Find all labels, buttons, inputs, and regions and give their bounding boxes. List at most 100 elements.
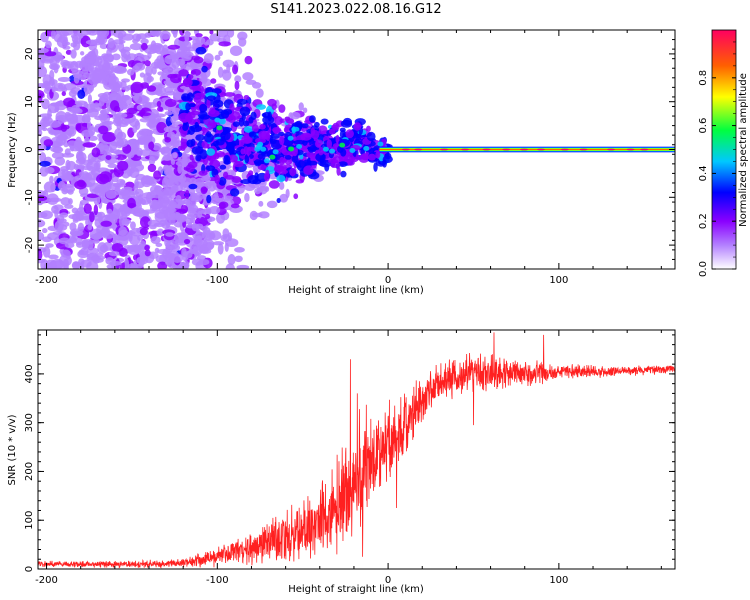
spectrogram-blob xyxy=(195,36,206,45)
spectrogram-blob xyxy=(112,183,127,188)
spectrogram-blob xyxy=(209,30,214,35)
spectrogram-blob xyxy=(114,112,128,119)
spectrogram-blobs xyxy=(38,30,675,269)
spectrogram-blob xyxy=(40,56,46,64)
spectrogram-blob xyxy=(223,171,229,179)
spectrogram-blob xyxy=(317,125,328,135)
spectrogram-blob xyxy=(134,181,145,189)
spectrogram-blob xyxy=(214,54,221,61)
spectrogram-blob xyxy=(149,151,159,162)
spectrogram-blob xyxy=(180,205,189,214)
spectrogram-blob xyxy=(111,53,121,61)
spectrogram-blob xyxy=(338,161,348,167)
spectrogram-blob xyxy=(129,118,140,128)
spectrogram-y-tick-label: 20 xyxy=(24,48,35,61)
spectrogram-blob xyxy=(60,59,70,67)
spectrogram-blob xyxy=(113,105,121,113)
spectrogram-blob xyxy=(340,170,347,178)
spectrogram-blob xyxy=(128,139,137,144)
spectrogram-blob xyxy=(279,156,285,166)
spectrogram-blob xyxy=(171,107,182,116)
spectrogram-blob xyxy=(144,47,157,55)
spectrogram-blob xyxy=(170,115,177,124)
spectrogram-blob xyxy=(366,131,376,142)
spectrogram-blob xyxy=(81,69,89,75)
spectrogram-blob xyxy=(302,107,308,114)
spectrogram-blob xyxy=(170,73,182,84)
spectrogram-blob xyxy=(248,170,254,176)
spectrogram-carrier-peak xyxy=(536,148,545,151)
spectrogram-blob xyxy=(230,203,240,209)
spectrogram-blob xyxy=(146,75,154,83)
spectrogram-blob xyxy=(150,236,161,245)
colorbar-gradient xyxy=(711,29,737,270)
spectrogram-blob xyxy=(68,198,73,205)
spectrogram-blob xyxy=(206,148,216,156)
spectrogram-blob xyxy=(156,228,165,236)
spectrogram-blob xyxy=(53,54,64,62)
spectrogram-blob xyxy=(130,163,145,172)
spectrogram-blob xyxy=(92,68,106,80)
spectrogram-blob xyxy=(127,202,137,208)
spectrogram-blob xyxy=(285,188,290,199)
spectrogram-blob xyxy=(134,94,148,105)
spectrogram-blob xyxy=(186,205,195,214)
spectrogram-blob xyxy=(129,234,141,246)
spectrogram-blob xyxy=(63,262,69,269)
spectrogram-blob xyxy=(237,31,248,41)
spectrogram-blob xyxy=(195,134,205,141)
spectrogram-blob xyxy=(86,108,99,118)
spectrogram-blob xyxy=(309,115,316,123)
spectrogram-blob xyxy=(38,89,45,99)
spectrogram-blob xyxy=(109,260,122,266)
spectrogram-blob xyxy=(231,176,242,183)
spectrogram-blob xyxy=(86,193,100,199)
spectrogram-blob xyxy=(268,180,280,189)
spectrogram-blob xyxy=(48,120,62,128)
spectrogram-blob xyxy=(85,58,96,64)
spectrogram-blob xyxy=(73,74,80,84)
spectrogram-blob xyxy=(82,113,91,124)
spectrogram-blob xyxy=(185,164,195,173)
spectrogram-blob xyxy=(218,202,226,210)
spectrogram-blob xyxy=(79,51,85,56)
spectrogram-blob xyxy=(208,206,221,215)
spectrogram-blob xyxy=(165,244,173,255)
spectrogram-blob xyxy=(82,142,97,148)
spectrogram-blob xyxy=(89,182,102,195)
spectrogram-blob xyxy=(239,106,251,117)
spectrogram-blob xyxy=(232,64,239,75)
spectrogram-blob xyxy=(87,224,93,231)
spectrogram-blob xyxy=(276,198,281,204)
snr-y-tick-label: 300 xyxy=(24,413,35,432)
spectrogram-blob xyxy=(91,147,101,158)
spectrogram-blob xyxy=(206,122,217,129)
spectrogram-blob xyxy=(182,124,189,131)
spectrogram-blob xyxy=(38,83,47,89)
spectrogram-blob xyxy=(44,51,57,57)
spectrogram-y-tick-label: -20 xyxy=(24,237,35,253)
spectrogram-blob xyxy=(355,133,362,138)
spectrogram-blob xyxy=(77,89,86,100)
colorbar: 0.0 0.2 0.4 0.6 0.8 Normalized spectral ampl… xyxy=(698,29,749,277)
spectrogram-blob xyxy=(177,145,183,151)
spectrogram-blob xyxy=(135,188,144,198)
spectrogram-blob xyxy=(200,186,208,195)
spectrogram-blob xyxy=(248,131,257,138)
spectrogram-blob xyxy=(89,233,103,240)
spectrogram-blob xyxy=(69,236,78,244)
spectrogram-blob xyxy=(117,41,125,53)
spectrogram-blob xyxy=(272,126,282,134)
spectrogram-blob xyxy=(218,117,226,125)
spectrogram-blob xyxy=(93,39,99,44)
spectrogram-blob xyxy=(170,158,176,166)
spectrogram-blob xyxy=(293,193,299,200)
spectrogram-blob xyxy=(99,244,109,253)
spectrogram-blob xyxy=(194,121,199,128)
spectrogram-blob xyxy=(234,247,245,253)
spectrogram-blob xyxy=(204,213,211,220)
snr-y-tick-label: 200 xyxy=(24,462,35,481)
spectrogram-blob xyxy=(266,200,278,209)
spectrogram-blob xyxy=(222,195,234,201)
